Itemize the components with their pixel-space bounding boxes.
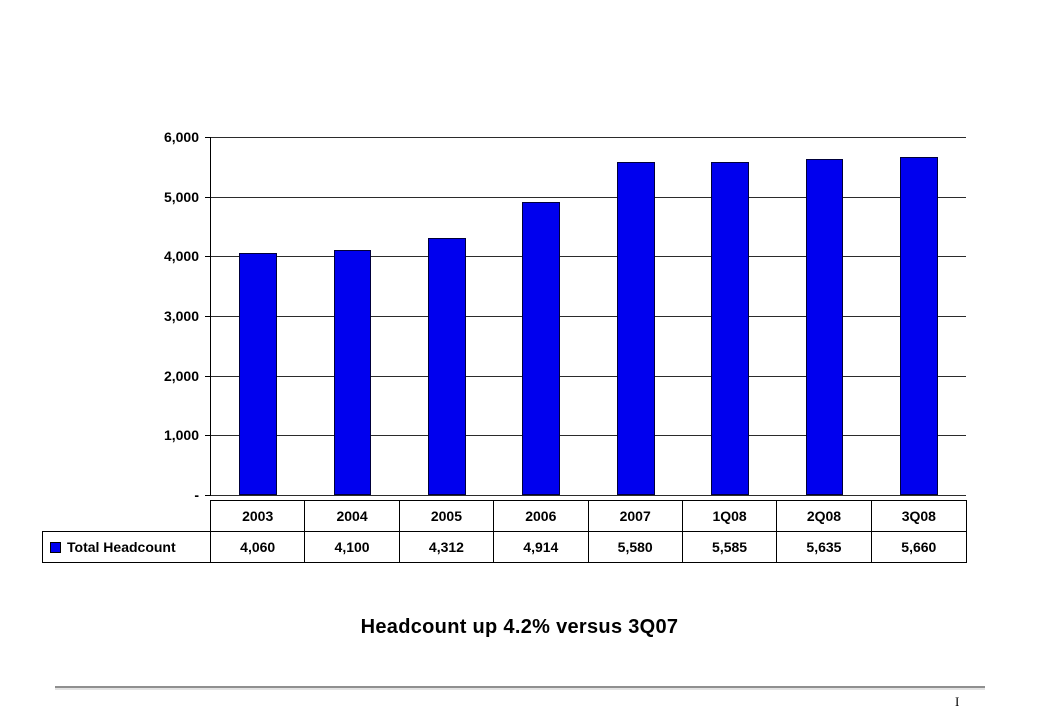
y-axis-tick-label: 4,000	[163, 248, 199, 265]
bar	[333, 250, 372, 495]
bar-column	[400, 137, 494, 495]
value-cell: 4,914	[494, 532, 589, 562]
value-cell: 5,585	[683, 532, 778, 562]
bar-column	[872, 137, 966, 495]
gridline	[211, 495, 966, 496]
value-cell: 5,635	[777, 532, 872, 562]
y-axis-tick	[205, 196, 211, 198]
bar-column	[211, 137, 305, 495]
y-axis-tick	[205, 495, 211, 496]
y-axis-tick-label: 1,000	[163, 427, 199, 444]
category-cell: 2004	[305, 501, 400, 531]
gridline	[211, 137, 966, 138]
category-cell: 3Q08	[901, 508, 936, 524]
y-axis-tick	[205, 435, 211, 437]
bar-column	[305, 137, 399, 495]
y-axis-tick-label: 2,000	[163, 367, 199, 384]
y-axis-tick	[205, 137, 211, 138]
footer-divider	[55, 686, 985, 690]
category-cell: 2005	[400, 501, 495, 531]
gridline	[211, 435, 966, 437]
bars	[211, 137, 966, 495]
bar	[616, 162, 655, 495]
bar	[711, 161, 749, 495]
plot-area: 6,000 5,000 4,000 3,000 2,000 1,000 -	[164, 129, 966, 503]
bar	[522, 201, 561, 495]
category-cell: 2007	[589, 501, 683, 531]
bar-column	[494, 137, 588, 495]
page-marker: I	[955, 694, 960, 709]
y-axis-tick	[205, 256, 211, 258]
gridline	[211, 196, 966, 198]
value-cell: 5,660	[901, 539, 937, 555]
category-cell: 2006	[494, 501, 589, 531]
category-row: 2003 2004 2005 2006 2007 1Q08 2Q08 3Q08	[211, 501, 966, 531]
y-axis-tick	[205, 316, 211, 317]
data-table: 2003 2004 2005 2006 2007 1Q08 2Q08 3Q08 4,060 4,…	[210, 500, 967, 563]
y-axis-tick-label: 6,000	[163, 129, 199, 145]
legend-label: Total Headcount	[67, 539, 176, 555]
value-cell: 4,060	[211, 532, 306, 562]
legend-marker-icon	[50, 541, 61, 553]
value-cell: 4,100	[305, 532, 400, 562]
bar	[428, 237, 466, 495]
caption: Headcount up 4.2% versus 3Q07	[360, 616, 679, 638]
gridline	[211, 256, 966, 258]
y-axis-tick-label: 5,000	[163, 188, 199, 205]
category-cell: 2Q08	[777, 501, 872, 531]
bar	[899, 157, 938, 495]
category-cell: 2003	[211, 501, 306, 531]
legend: Total Headcount	[42, 531, 211, 563]
value-row: 4,060 4,100 4,312 4,914 5,580 5,585 5,635 5,660	[211, 531, 966, 562]
bar	[239, 252, 278, 495]
bar-column	[683, 137, 777, 495]
category-cell: 1Q08	[683, 501, 778, 531]
y-axis-tick-label: 3,000	[163, 308, 199, 324]
bar-column	[777, 137, 871, 495]
gridline	[211, 316, 966, 317]
bar-column	[589, 137, 683, 495]
gridline	[211, 375, 966, 377]
y-axis-tick	[205, 375, 211, 377]
bar	[805, 158, 844, 495]
value-cell: 4,312	[400, 532, 495, 562]
y-axis-tick-label: -	[194, 487, 199, 503]
value-cell: 5,580	[589, 532, 683, 562]
